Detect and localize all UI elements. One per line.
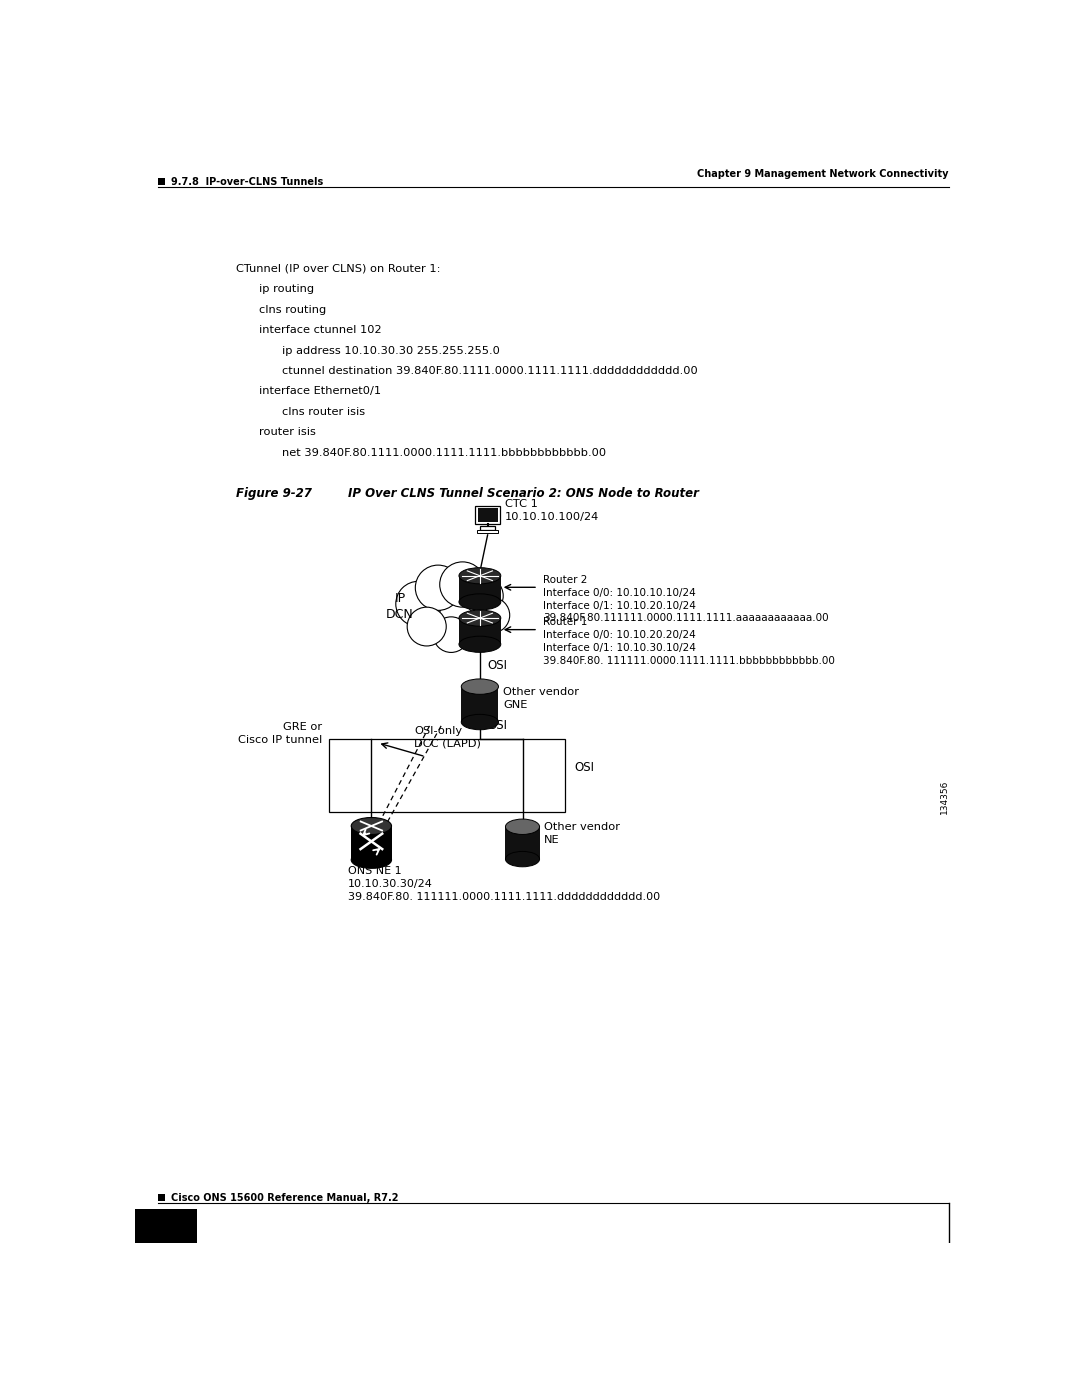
Ellipse shape: [459, 567, 501, 584]
Bar: [480, 527, 496, 529]
Circle shape: [407, 608, 446, 645]
Text: interface Ethernet0/1: interface Ethernet0/1: [259, 387, 381, 397]
Text: ONS NE 1
10.10.30.30/24
39.840F.80. 111111.0000.1111.1111.dddddddddddd.00: ONS NE 1 10.10.30.30/24 39.840F.80. 1111…: [348, 866, 660, 901]
Text: 134356: 134356: [941, 780, 949, 814]
Text: OSI: OSI: [488, 719, 508, 732]
Polygon shape: [351, 826, 392, 861]
Ellipse shape: [461, 679, 499, 694]
Bar: [328, 739, 565, 812]
Text: CTunnel (IP over CLNS) on Router 1:: CTunnel (IP over CLNS) on Router 1:: [235, 264, 441, 274]
Text: 9-42: 9-42: [152, 1221, 180, 1231]
Circle shape: [474, 598, 510, 633]
Bar: [135, 1208, 197, 1243]
Text: OSI: OSI: [488, 659, 508, 672]
Text: ip address 10.10.30.30 255.255.255.0: ip address 10.10.30.30 255.255.255.0: [282, 345, 500, 355]
Circle shape: [440, 562, 485, 608]
Ellipse shape: [351, 817, 392, 834]
Ellipse shape: [351, 851, 392, 869]
Bar: [476, 529, 499, 532]
Text: Router 2
Interface 0/0: 10.10.10.10/24
Interface 0/1: 10.10.20.10/24
39.840F.80.: Router 2 Interface 0/0: 10.10.10.10/24 I…: [543, 576, 829, 623]
Text: GRE or
Cisco IP tunnel: GRE or Cisco IP tunnel: [239, 722, 323, 745]
Ellipse shape: [505, 851, 540, 866]
Text: CTC 1
10.10.10.100/24: CTC 1 10.10.10.100/24: [504, 499, 599, 522]
Polygon shape: [505, 827, 540, 859]
Text: OSI: OSI: [575, 761, 594, 774]
Text: net 39.840F.80.1111.0000.1111.1111.bbbbbbbbbbbb.00: net 39.840F.80.1111.0000.1111.1111.bbbbb…: [282, 447, 606, 458]
Polygon shape: [459, 617, 501, 644]
Text: Cisco ONS 15600 Reference Manual, R7.2: Cisco ONS 15600 Reference Manual, R7.2: [171, 1193, 399, 1203]
Text: ip routing: ip routing: [259, 285, 314, 295]
Bar: [159, 179, 165, 186]
Ellipse shape: [459, 594, 501, 610]
Polygon shape: [459, 576, 501, 602]
Text: clns router isis: clns router isis: [282, 407, 365, 416]
Ellipse shape: [414, 587, 491, 634]
Text: interface ctunnel 102: interface ctunnel 102: [259, 326, 381, 335]
Bar: [159, 1194, 165, 1201]
Text: OSI-only
DCC (LAPD): OSI-only DCC (LAPD): [414, 726, 481, 749]
Circle shape: [461, 613, 497, 650]
Circle shape: [395, 581, 442, 627]
Text: IP Over CLNS Tunnel Scenario 2: ONS Node to Router: IP Over CLNS Tunnel Scenario 2: ONS Node…: [348, 488, 699, 500]
Text: 9.7.8  IP-over-CLNS Tunnels: 9.7.8 IP-over-CLNS Tunnels: [171, 177, 323, 187]
Text: Other vendor
GNE: Other vendor GNE: [503, 686, 579, 710]
Text: clns routing: clns routing: [259, 305, 326, 314]
Circle shape: [433, 617, 469, 652]
Text: router isis: router isis: [259, 427, 315, 437]
Text: Chapter 9 Management Network Connectivity: Chapter 9 Management Network Connectivit…: [698, 169, 948, 179]
Text: Router 1
Interface 0/0: 10.10.20.20/24
Interface 0/1: 10.10.30.10/24
39.840F.80.: Router 1 Interface 0/0: 10.10.20.20/24 I…: [543, 617, 835, 666]
Text: Figure 9-27: Figure 9-27: [235, 488, 312, 500]
Ellipse shape: [505, 819, 540, 834]
Ellipse shape: [459, 610, 501, 626]
Ellipse shape: [461, 714, 499, 729]
Circle shape: [416, 566, 461, 610]
Bar: [475, 506, 500, 524]
Ellipse shape: [459, 636, 501, 652]
Text: IP
DCN: IP DCN: [387, 592, 414, 622]
Text: Other vendor
NE: Other vendor NE: [544, 821, 620, 845]
Circle shape: [464, 577, 503, 615]
Polygon shape: [461, 686, 499, 722]
Text: ctunnel destination 39.840F.80.1111.0000.1111.1111.dddddddddddd.00: ctunnel destination 39.840F.80.1111.0000…: [282, 366, 698, 376]
Bar: [477, 509, 498, 522]
